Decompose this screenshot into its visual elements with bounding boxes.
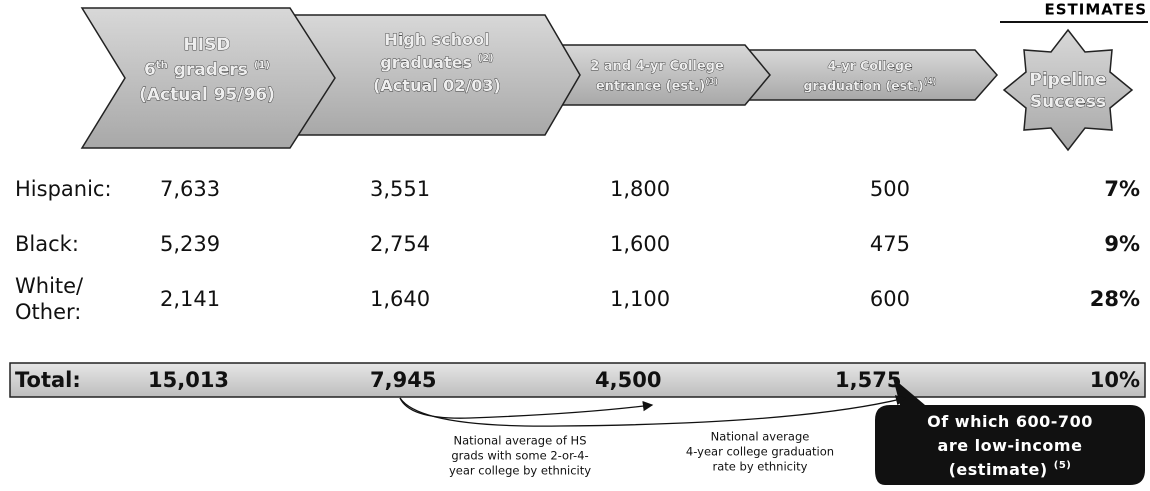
superscript: (3) <box>705 77 718 86</box>
superscript: (4) <box>924 77 937 86</box>
text-span: 4-yr College <box>828 58 913 73</box>
text-line: entrance (est.)(3) <box>596 77 718 94</box>
cell: 1,640 <box>370 287 430 311</box>
superscript: (5) <box>1054 460 1072 471</box>
text-span: (Actual 95/96) <box>139 85 275 105</box>
text-line: are low-income <box>938 436 1083 455</box>
arrow <box>399 395 907 427</box>
note: year college by ethnicity <box>449 464 591 478</box>
text-span: (Actual 02/03) <box>373 76 501 95</box>
cell: 9% <box>1104 232 1140 256</box>
text-line: Of which 600-700 <box>927 412 1093 431</box>
row-label: White/ <box>15 274 84 298</box>
text-line: (Actual 95/96) <box>139 85 275 105</box>
callout-box <box>875 378 1145 485</box>
superscript: th <box>156 60 168 71</box>
cell: 28% <box>1090 287 1140 311</box>
stage-arrow <box>80 7 336 149</box>
total-value: 1,575 <box>835 368 901 392</box>
text-line: (Actual 02/03) <box>373 76 501 95</box>
text-line: graduates (2) <box>380 53 493 72</box>
text-span: HISD <box>184 35 231 55</box>
success-star <box>1002 28 1134 152</box>
cell: 5,239 <box>160 232 220 256</box>
cell: 1,100 <box>610 287 670 311</box>
superscript: (2) <box>478 53 494 64</box>
cell: 600 <box>870 287 910 311</box>
text-span: entrance (est.) <box>596 79 705 94</box>
total-bar <box>9 362 1146 398</box>
row-label: Hispanic: <box>15 177 112 201</box>
cell: 7% <box>1104 177 1140 201</box>
text-line: HISD <box>184 35 231 55</box>
arrow <box>399 397 654 419</box>
cell: 1,600 <box>610 232 670 256</box>
text-line: High school <box>384 30 489 49</box>
text-line: 2 and 4-yr College <box>590 59 724 74</box>
cell: 2,754 <box>370 232 430 256</box>
note: 4-year college graduation <box>686 445 834 459</box>
note: rate by ethnicity <box>713 460 808 474</box>
text-line: 4-yr College <box>828 58 913 73</box>
row-label: Other: <box>15 300 81 324</box>
text-span: graduation (est.) <box>804 78 924 93</box>
success-label: Success <box>1030 92 1106 112</box>
row-label: Black: <box>15 232 79 256</box>
text-line: 6th graders (1) <box>144 60 270 81</box>
text-span: are low-income <box>938 436 1083 455</box>
total-label: Total: <box>15 368 81 392</box>
cell: 500 <box>870 177 910 201</box>
estimates-label: ESTIMATES <box>1044 1 1147 19</box>
cell: 3,551 <box>370 177 430 201</box>
superscript: (1) <box>254 60 270 71</box>
note: grads with some 2-or-4- <box>451 449 588 463</box>
total-value: 10% <box>1090 368 1140 392</box>
text-span: graduates <box>380 53 477 72</box>
text-span: 6 <box>144 60 156 80</box>
total-value: 15,013 <box>148 368 229 392</box>
cell: 1,800 <box>610 177 670 201</box>
text-line: (estimate) (5) <box>949 460 1072 479</box>
cell: 7,633 <box>160 177 220 201</box>
text-span: graders <box>168 60 254 80</box>
note: National average <box>711 430 810 444</box>
text-span: (estimate) <box>949 460 1054 479</box>
total-value: 4,500 <box>595 368 661 392</box>
success-label: Pipeline <box>1029 70 1106 90</box>
cell: 475 <box>870 232 910 256</box>
cell: 2,141 <box>160 287 220 311</box>
text-line: graduation (est.)(4) <box>804 77 937 93</box>
text-span: High school <box>384 30 489 49</box>
text-span: 2 and 4-yr College <box>590 59 724 74</box>
note: National average of HS <box>454 434 587 448</box>
text-span: Of which 600-700 <box>927 412 1093 431</box>
total-value: 7,945 <box>370 368 436 392</box>
